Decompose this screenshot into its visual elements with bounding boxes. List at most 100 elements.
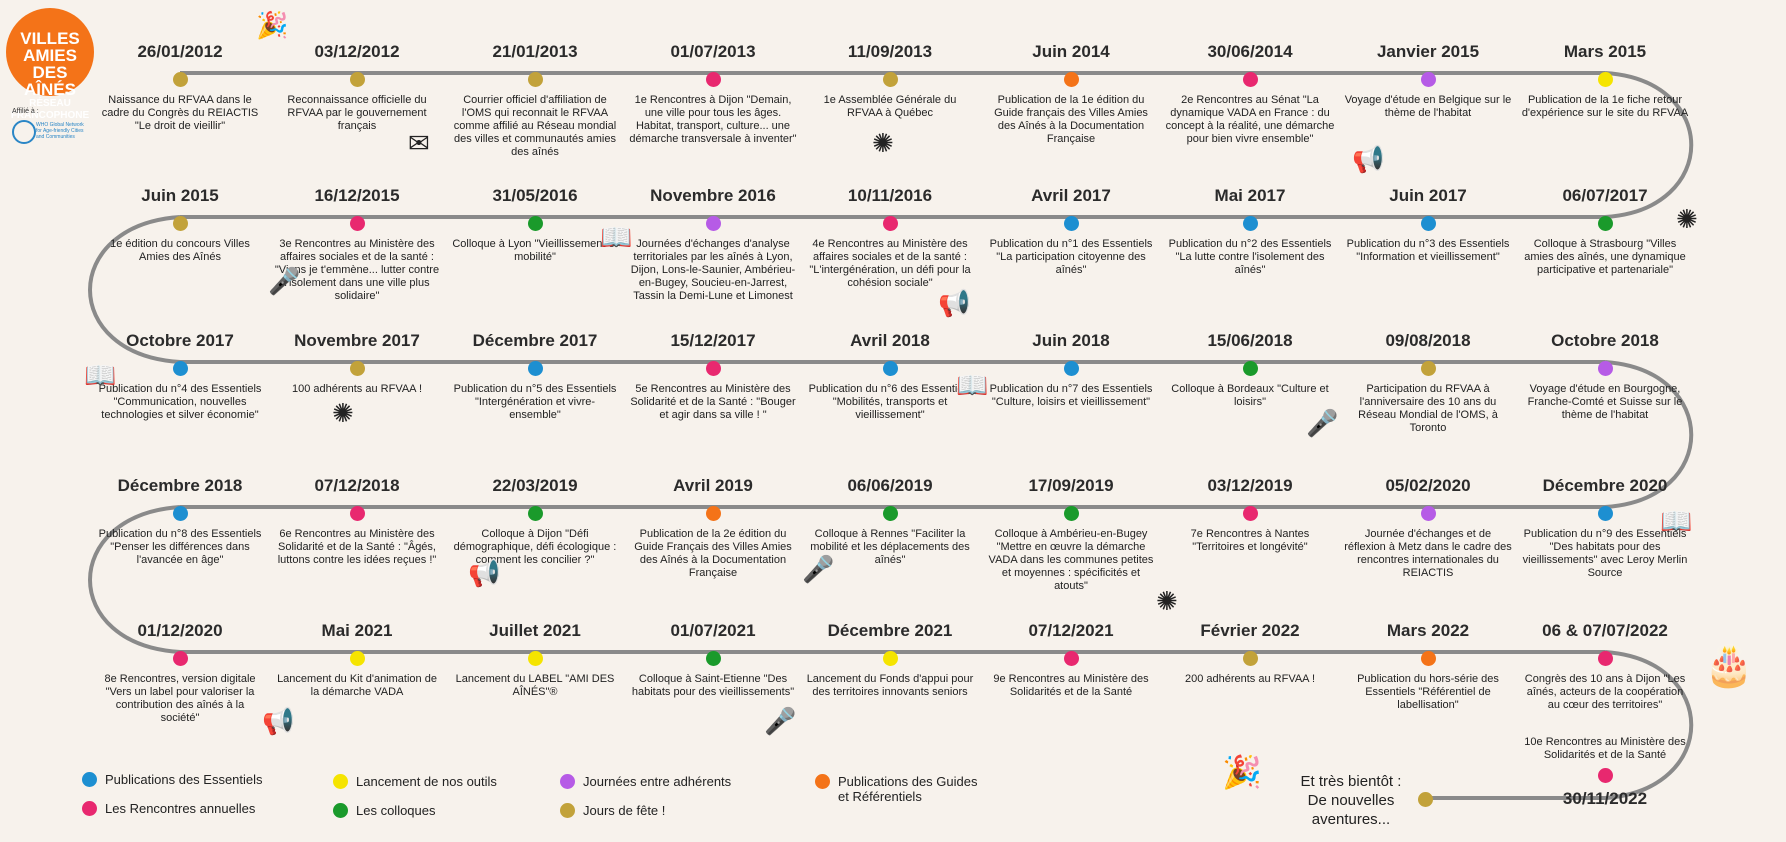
timeline-event: Avril 2018 Publication du n°6 des Essenti… — [805, 331, 975, 422]
event-dot — [349, 651, 365, 666]
event-description: Publication de la 1e fiche retour d'expé… — [1521, 94, 1689, 119]
event-date: 01/07/2013 — [670, 42, 756, 61]
timeline-event: 01/07/2013 1e Rencontres à Dijon "Demain,… — [628, 42, 798, 146]
birthday-cake-icon: 🎂 — [1704, 644, 1754, 688]
event-date: 31/05/2016 — [492, 186, 578, 205]
event-description: Colloque à Ambérieu-en-Bugey "Mettre en … — [988, 528, 1154, 592]
event-dot — [349, 216, 365, 231]
megaphone-icon: 📢 — [468, 558, 501, 588]
event-dot — [882, 651, 898, 666]
event-dot — [527, 506, 543, 521]
event-dot — [882, 361, 898, 376]
event-dot — [1063, 651, 1079, 666]
legend-dot — [82, 772, 97, 787]
event-description: Reconnaissance officielle du RFVAA par l… — [287, 94, 427, 132]
timeline-event: 26/01/2012 Naissance du RFVAA dans le cad… — [95, 42, 265, 133]
event-date: 16/12/2015 — [314, 186, 400, 205]
legend-dot — [560, 774, 575, 789]
microphone-icon: 🎤 — [1306, 408, 1339, 438]
event-dot — [705, 72, 721, 87]
event-description: 200 adhérents au RFVAA ! — [1184, 673, 1316, 685]
megaphone-icon: 📢 — [938, 288, 971, 318]
event-description: Publication du n°1 des Essentiels "La pa… — [989, 238, 1153, 276]
event-dot — [1063, 72, 1079, 87]
book-icon: 📖 — [600, 222, 633, 252]
event-date: 07/12/2018 — [314, 476, 400, 495]
logo-subtitle: RÉSEAU FRANCOPHONE — [10, 98, 90, 121]
event-description: Publication du n°6 des Essentiels "Mobil… — [808, 383, 972, 421]
event-dot — [172, 361, 188, 376]
event-dot — [1063, 361, 1079, 376]
event-dot — [705, 651, 721, 666]
timeline-event: Mars 2022 Publication du hors-série des E… — [1343, 621, 1513, 712]
event-date: 06/07/2017 — [1562, 186, 1648, 205]
event-dot — [1242, 506, 1258, 521]
event-dot — [527, 216, 543, 231]
timeline-event: Février 2022 200 adhérents au RFVAA ! — [1165, 621, 1335, 686]
fireworks-icon: ✺ — [1156, 586, 1178, 616]
event-dot — [882, 72, 898, 87]
legend-label: Les colloques — [356, 803, 436, 818]
timeline-event: Juin 2017 Publication du n°3 des Essentie… — [1343, 186, 1513, 264]
timeline-event: 16/12/2015 3e Rencontres au Ministère des… — [272, 186, 442, 303]
event-dot — [1597, 768, 1613, 783]
envelope-icon: ✉ — [408, 128, 430, 158]
event-date: 15/06/2018 — [1207, 331, 1293, 350]
event-dot — [349, 72, 365, 87]
event-date: Décembre 2021 — [827, 621, 953, 640]
event-description: Voyage d'étude en Belgique sur le thème … — [1344, 94, 1512, 119]
event-dot — [172, 506, 188, 521]
event-description: Publication du n°4 des Essentiels "Commu… — [98, 383, 262, 421]
fireworks-icon: ✺ — [332, 398, 354, 428]
timeline-event: 03/12/2019 7e Rencontres à Nantes "Territ… — [1165, 476, 1335, 554]
timeline-event: Décembre 2018 Publication du n°8 des Esse… — [95, 476, 265, 567]
megaphone-icon: 📢 — [1352, 144, 1385, 174]
timeline-event: 01/12/2020 8e Rencontres, version digital… — [95, 621, 265, 725]
event-description: 8e Rencontres, version digitale "Vers un… — [104, 673, 256, 724]
event-date: 09/08/2018 — [1385, 331, 1471, 350]
event-description: Publication du n°9 des Essentiels "Des h… — [1522, 528, 1688, 579]
event-date: Novembre 2016 — [650, 186, 776, 205]
legend-dot — [333, 803, 348, 818]
event-date: 01/12/2020 — [137, 621, 223, 640]
event-date: 06/06/2019 — [847, 476, 933, 495]
microphone-icon: 🎤 — [802, 554, 835, 584]
timeline-event: Octobre 2017 Publication du n°4 des Essen… — [95, 331, 265, 422]
event-dot — [705, 506, 721, 521]
event-dot — [1597, 361, 1613, 376]
event-dot — [1420, 72, 1436, 87]
timeline-event: 01/07/2021 Colloque à Saint-Etienne "Des … — [628, 621, 798, 699]
legend-item: Les colloques — [333, 803, 436, 818]
event-date: 17/09/2019 — [1028, 476, 1114, 495]
event-description: Colloque à Saint-Etienne "Des habitats p… — [631, 673, 795, 698]
event-dot — [1420, 506, 1436, 521]
event-dot — [349, 506, 365, 521]
event-description: 4e Rencontres au Ministère des affaires … — [809, 238, 971, 289]
timeline-event: Décembre 2021 Lancement du Fonds d'appui … — [805, 621, 975, 699]
event-date: Mai 2021 — [321, 621, 393, 640]
event-dot — [527, 361, 543, 376]
event-description: Publication du hors-série des Essentiels… — [1357, 673, 1499, 711]
rfvaa-logo: VILLES AMIES DES AÎNÉS RÉSEAU FRANCOPHON… — [6, 8, 94, 121]
timeline-event: 06/06/2019 Colloque à Rennes "Faciliter l… — [805, 476, 975, 567]
legend-item: Publications des Guides et Référentiels — [815, 774, 985, 804]
event-description: Colloque à Bordeaux "Culture et loisirs" — [1171, 383, 1329, 408]
event-dot — [172, 651, 188, 666]
timeline-event: Novembre 2016 Journées d'échanges d'analy… — [628, 186, 798, 303]
who-globe-icon — [12, 120, 36, 144]
legend-label: Journées entre adhérents — [583, 774, 732, 789]
legend-dot — [82, 801, 97, 816]
timeline-event: 17/09/2019 Colloque à Ambérieu-en-Bugey "… — [986, 476, 1156, 593]
event-dot — [172, 72, 188, 87]
timeline-event: Mars 2015 Publication de la 1e fiche reto… — [1520, 42, 1690, 120]
timeline-event: 22/03/2019 Colloque à Dijon "Défi démogra… — [450, 476, 620, 567]
event-description: Publication du n°7 des Essentiels "Cultu… — [989, 383, 1153, 408]
timeline-event: 06 & 07/07/2022 Congrès des 10 ans à Dijo… — [1520, 621, 1690, 712]
event-date: 21/01/2013 — [492, 42, 578, 61]
event-date: Octobre 2017 — [126, 331, 234, 350]
event-description: Publication de la 1e édition du Guide fr… — [994, 94, 1148, 145]
event-description: 2e Rencontres au Sénat "La dynamique VAD… — [1165, 94, 1335, 145]
who-network-label: WHO Global Network for Age-friendly Citi… — [36, 122, 84, 140]
event-description: 10e Rencontres au Ministère des Solidari… — [1524, 736, 1686, 761]
timeline-event-final: 10e Rencontres au Ministère des Solidari… — [1520, 736, 1690, 809]
